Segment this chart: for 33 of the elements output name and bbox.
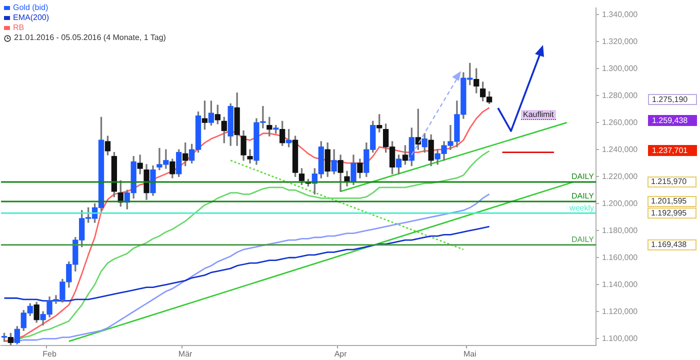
x-tick-label: Feb	[42, 349, 57, 358]
x-tick-label: Mai	[463, 349, 477, 358]
y-tick-label: 1.320,000	[602, 36, 638, 46]
annotation: Kauflimit	[521, 110, 556, 120]
y-tick-label: 1.200,000	[602, 198, 638, 208]
text: 21.01.2016 - 05.05.2016 (4 Monate, 1 Tag)	[14, 33, 166, 43]
x-tick-label: Mär	[178, 349, 193, 358]
text: 1.237,701	[648, 145, 697, 156]
legend-label: EMA(200)	[13, 13, 50, 23]
y-tick-label: 1.240,000	[602, 144, 638, 154]
ref-line-label: weekly	[568, 203, 594, 212]
y-tick-label: 1.180,000	[602, 226, 638, 235]
text: 1.275,190	[648, 94, 697, 105]
text: 1.215,970	[651, 177, 688, 186]
y-tick-label: 1.100,000	[602, 334, 638, 343]
text: 1.259,438	[648, 115, 697, 126]
text: 1.169,438	[651, 240, 688, 250]
y-tick-label: 1.260,000	[602, 118, 638, 127]
y-tick-label: 1.120,000	[602, 306, 638, 316]
y-tick-label: 1.220,000	[602, 172, 638, 181]
ref-line-label: DAILY	[571, 235, 595, 244]
ref-line-label: DAILY	[571, 172, 595, 182]
x-tick-label: Apr	[334, 349, 348, 358]
text: 1.201,595	[651, 196, 688, 206]
y-tick-label: 1.280,000	[602, 90, 638, 100]
y-tick-label: 1.300,000	[602, 64, 638, 73]
y-tick-label: 1.340,000	[602, 10, 638, 19]
y-tick-label: 1.140,000	[602, 280, 638, 289]
ref-line-label: DAILY	[571, 192, 595, 201]
y-tick-label: 1.160,000	[602, 252, 638, 262]
legend-label: RB	[13, 23, 24, 33]
text: 1.192,995	[651, 208, 688, 218]
legend-label: Gold (bid)	[13, 3, 48, 13]
